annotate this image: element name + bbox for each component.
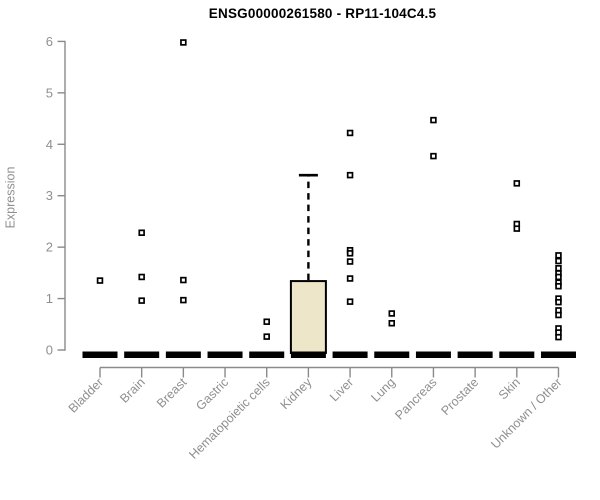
data-point	[346, 275, 354, 282]
median-bar	[82, 351, 118, 358]
data-point	[555, 298, 562, 306]
data-point	[555, 282, 562, 290]
x-tick-label: Pancreas	[392, 375, 439, 422]
data-point	[430, 152, 437, 160]
median-bar	[457, 351, 493, 358]
median-bar	[124, 351, 160, 358]
y-tick-label: 4	[46, 137, 53, 152]
x-tick-label: Unknown / Other	[488, 375, 564, 451]
x-tick-label: Skin	[496, 375, 523, 402]
data-point	[180, 39, 187, 46]
data-point	[513, 225, 521, 232]
median-bar	[165, 351, 201, 358]
data-point	[346, 171, 354, 179]
x-tick-label: Gastric	[193, 375, 231, 413]
x-tick-label: Bladder	[66, 375, 106, 415]
median-bar	[499, 351, 535, 358]
data-point	[555, 264, 562, 272]
median-bar	[374, 351, 410, 358]
y-tick-label: 6	[46, 34, 53, 49]
data-point	[388, 310, 396, 317]
x-tick-label: Liver	[327, 375, 356, 404]
y-tick-label: 1	[46, 291, 53, 306]
y-tick-label: 2	[46, 240, 53, 255]
median-bar	[540, 351, 576, 358]
data-point	[346, 250, 354, 257]
data-point	[513, 180, 521, 187]
y-tick-label: 0	[46, 343, 53, 358]
median-bar	[332, 351, 368, 358]
data-point	[430, 116, 437, 124]
median-bar	[290, 351, 326, 358]
median-bar	[207, 351, 243, 358]
data-point	[138, 273, 145, 281]
data-point	[346, 129, 354, 137]
data-point	[263, 333, 270, 340]
data-point	[555, 273, 562, 281]
data-point	[388, 320, 396, 327]
data-point	[138, 297, 145, 304]
y-tick-label: 3	[46, 188, 53, 203]
data-point	[96, 277, 104, 284]
x-tick-label: Hematopoietic cells	[186, 375, 273, 462]
data-point	[263, 318, 270, 325]
box	[289, 280, 327, 354]
data-point	[346, 298, 354, 305]
data-point	[555, 311, 562, 319]
chart-title: ENSG00000261580 - RP11-104C4.5	[208, 6, 437, 21]
data-point	[555, 252, 562, 259]
data-point	[180, 276, 187, 284]
data-point	[555, 257, 562, 265]
x-tick-label: Breast	[154, 375, 190, 411]
x-tick-label: Kidney	[278, 375, 315, 412]
median-bar	[249, 351, 285, 358]
data-point	[138, 229, 145, 236]
data-point	[180, 296, 187, 304]
y-tick-label: 5	[46, 85, 53, 100]
x-tick-label: Brain	[117, 375, 148, 406]
median-bar	[415, 351, 451, 358]
x-tick-label: Prostate	[438, 375, 481, 418]
x-tick-label: Lung	[368, 375, 398, 405]
data-point	[555, 333, 562, 341]
data-point	[346, 258, 354, 265]
